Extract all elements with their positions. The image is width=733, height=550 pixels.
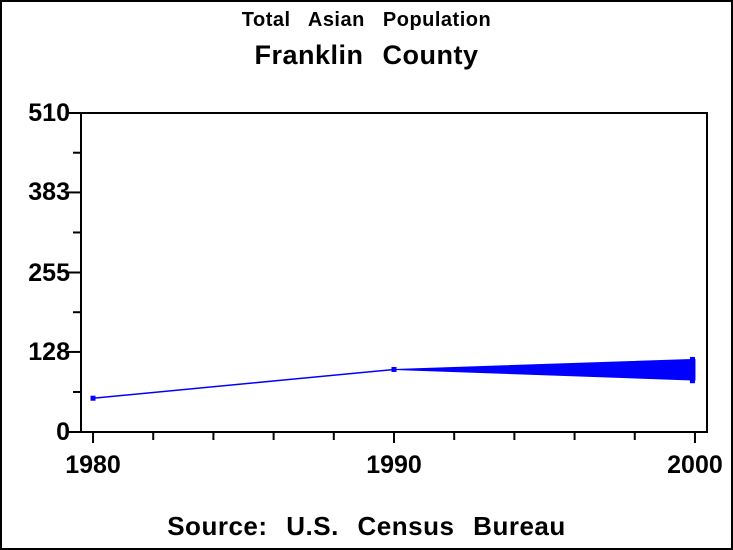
y-tick-label-0: 0	[56, 418, 70, 446]
x-tick-label-2000: 2000	[667, 451, 723, 479]
x-tick-label-1980: 1980	[65, 451, 121, 479]
chart-source: Source: U.S. Census Bureau	[167, 511, 566, 541]
y-tick-label-255: 255	[28, 258, 70, 287]
x-tick-label-1990: 1990	[366, 451, 422, 479]
y-tick-label-510: 510	[28, 99, 70, 127]
chart-subtitle: Franklin County	[254, 40, 479, 70]
chart-title: Total Asian Population	[241, 9, 492, 31]
y-tick-label-383: 383	[28, 178, 70, 207]
y-tick-label-128: 128	[28, 337, 70, 366]
